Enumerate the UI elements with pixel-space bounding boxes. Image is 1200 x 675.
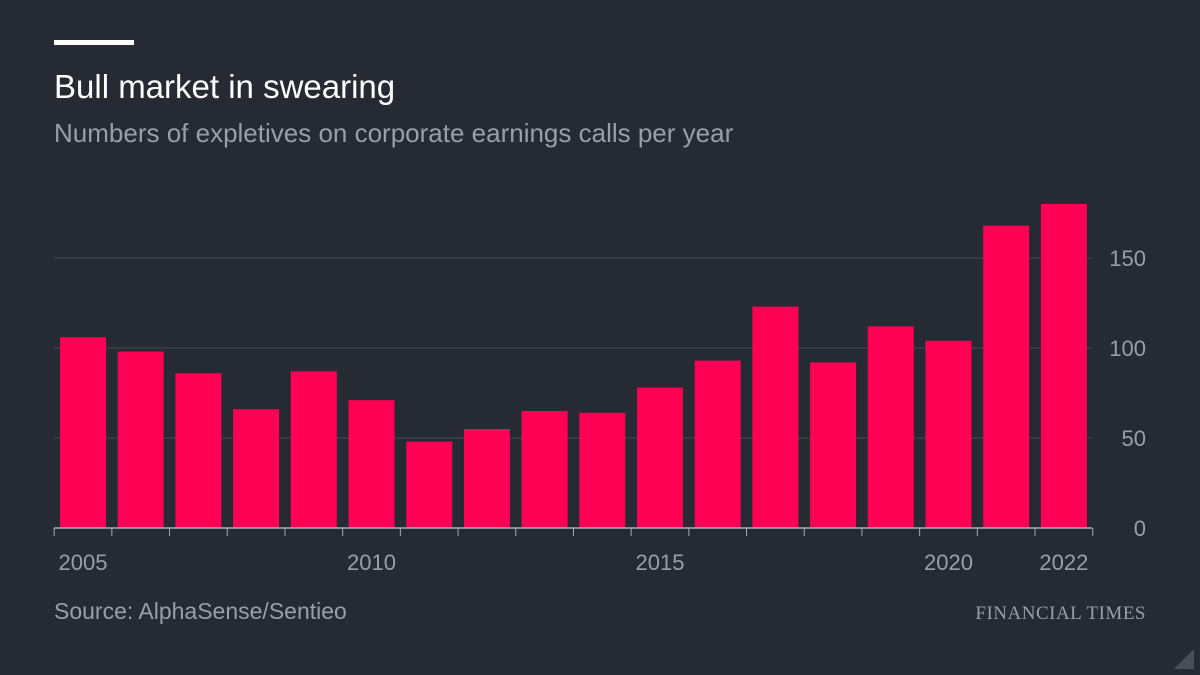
bar-2006	[117, 351, 164, 528]
chart-subtitle: Numbers of expletives on corporate earni…	[54, 118, 734, 148]
y-tick-label: 50	[1122, 426, 1146, 451]
y-tick-label: 0	[1134, 516, 1146, 541]
bar-2007	[175, 373, 222, 528]
top-rule	[54, 40, 134, 45]
x-tick-label-2005: 2005	[59, 550, 108, 575]
bar-2005	[60, 337, 106, 528]
corner-expand-icon	[1174, 649, 1194, 669]
bar-2009	[290, 371, 337, 528]
bar-2014	[579, 412, 626, 528]
bar-2010	[348, 400, 395, 528]
bar-2021	[983, 225, 1030, 528]
bar-2018	[810, 362, 857, 528]
bar-2020	[925, 340, 972, 528]
bar-2012	[463, 429, 510, 528]
x-tick-label-2020: 2020	[924, 550, 973, 575]
bar-2022	[1040, 204, 1087, 528]
bar-2013	[521, 411, 568, 528]
x-tick-label-2022: 2022	[1039, 550, 1088, 575]
bar-2019	[867, 326, 914, 528]
bar-2017	[752, 306, 799, 528]
bar-2008	[233, 409, 280, 528]
x-tick-label-2010: 2010	[347, 550, 396, 575]
brand-logo-text: FINANCIAL TIMES	[975, 603, 1146, 624]
y-tick-label: 150	[1109, 246, 1146, 271]
bar-2015	[637, 387, 683, 528]
bar-2016	[694, 360, 741, 528]
x-tick-label-2015: 2015	[636, 550, 685, 575]
y-tick-label: 100	[1109, 336, 1146, 361]
source-note: Source: AlphaSense/Sentieo	[54, 598, 347, 624]
chart-title: Bull market in swearing	[54, 68, 396, 105]
bar-2011	[406, 441, 453, 528]
